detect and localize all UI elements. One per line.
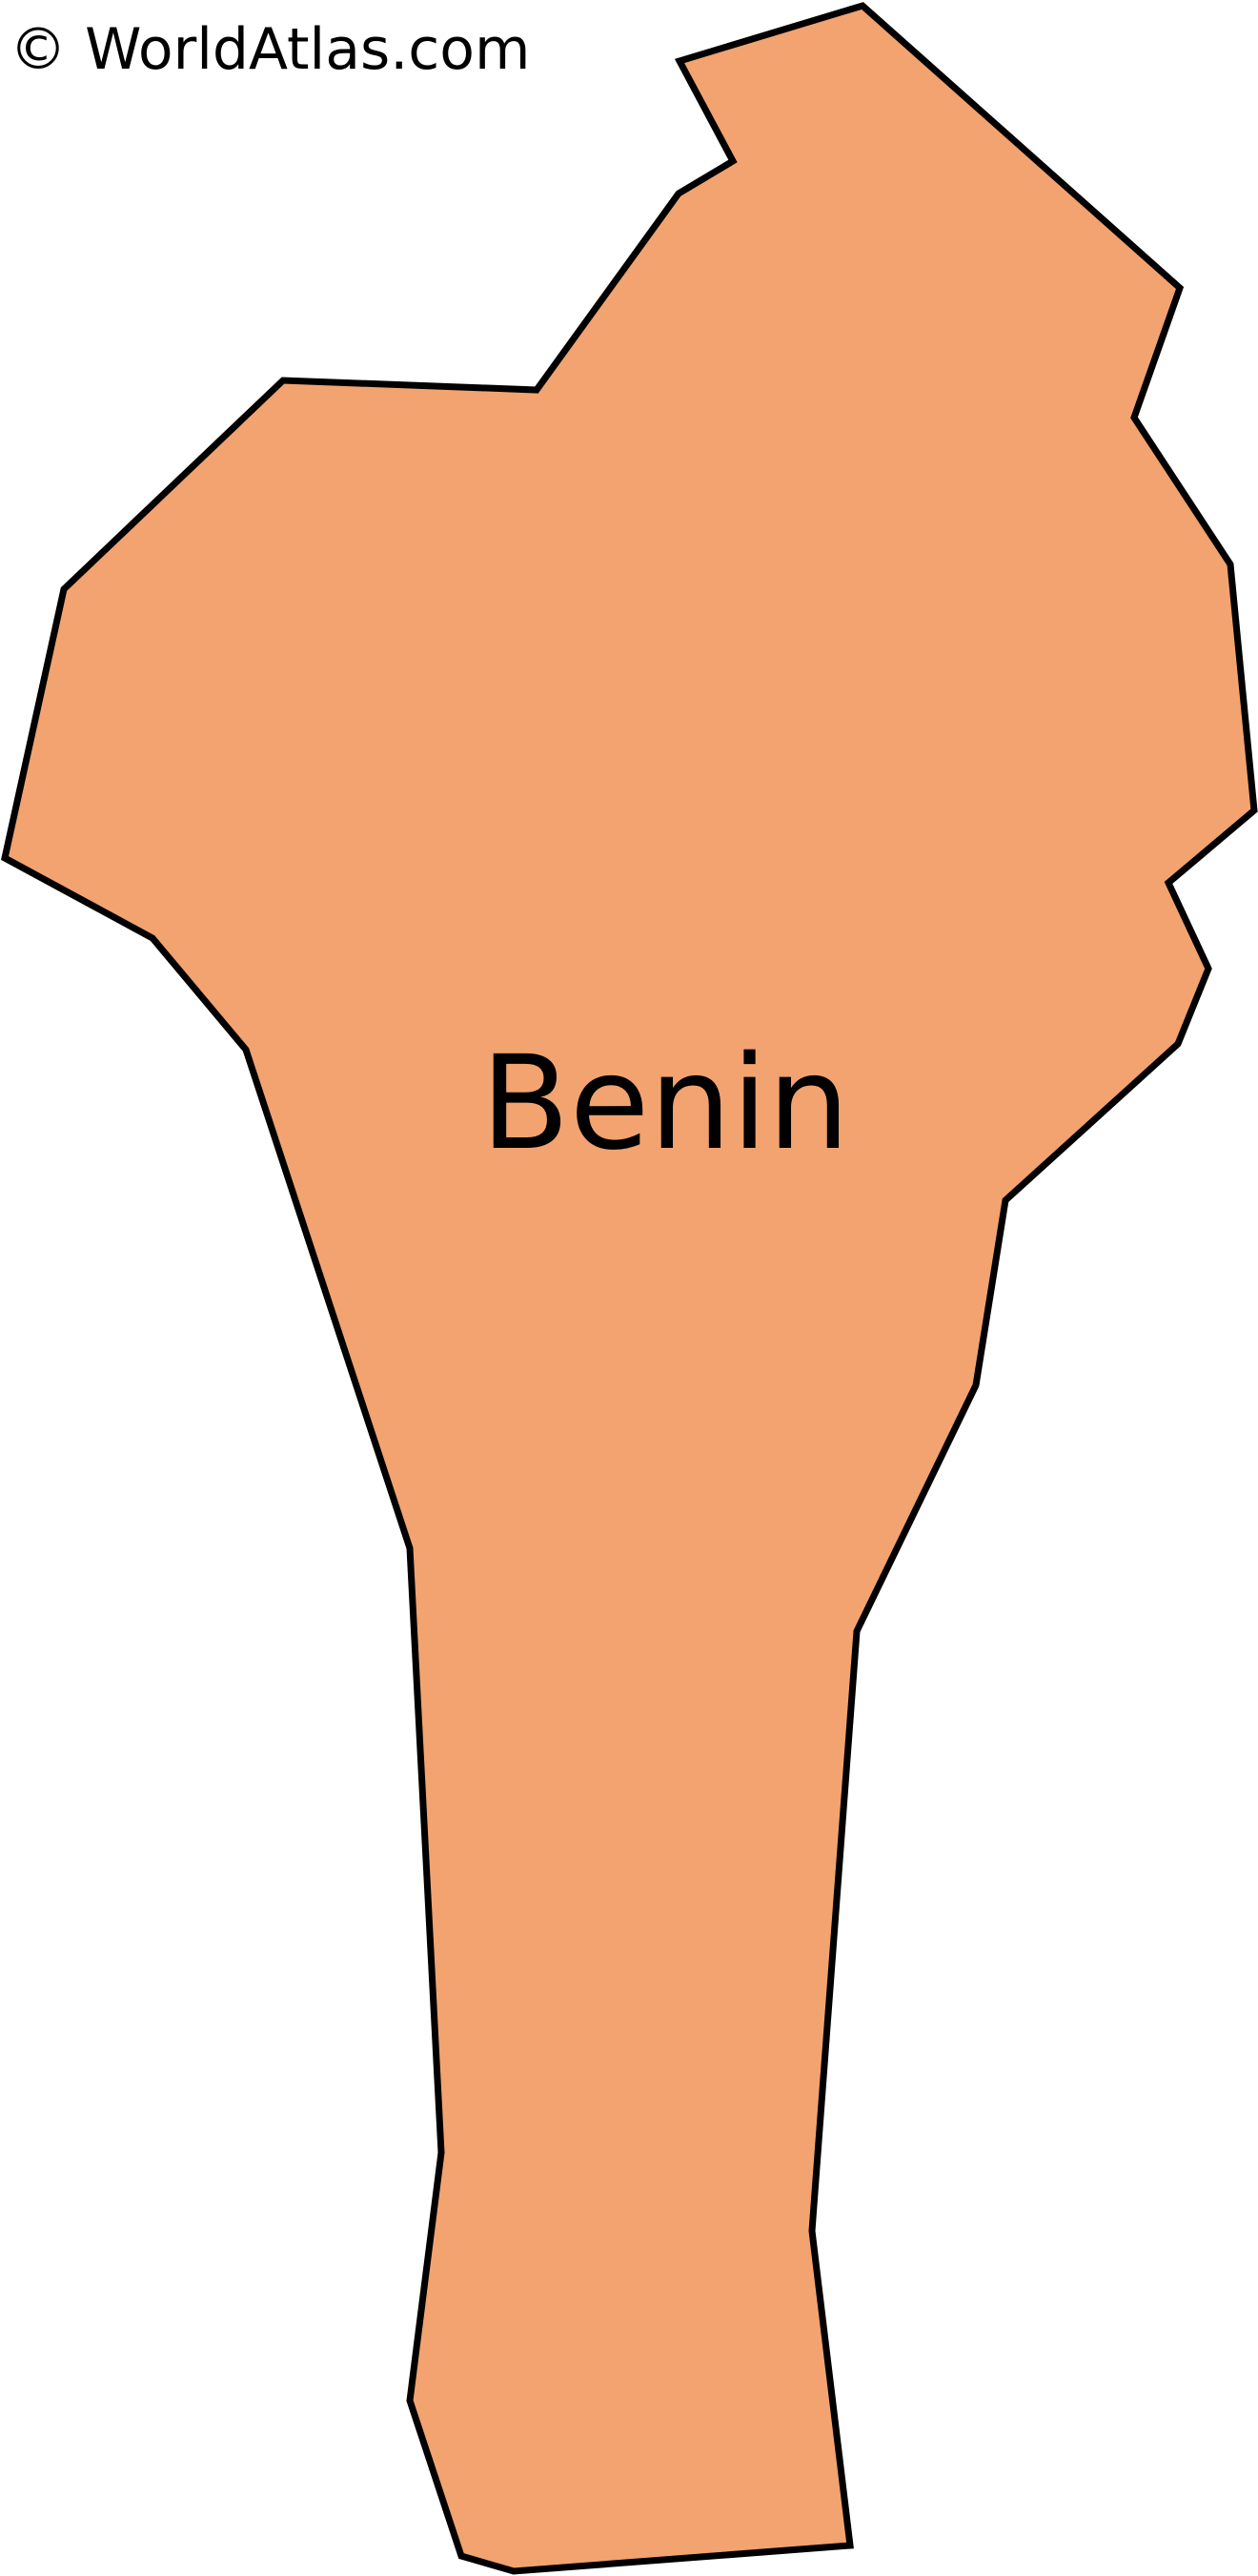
- copyright-attribution: © WorldAtlas.com: [10, 16, 531, 83]
- country-label: Benin: [480, 1029, 849, 1179]
